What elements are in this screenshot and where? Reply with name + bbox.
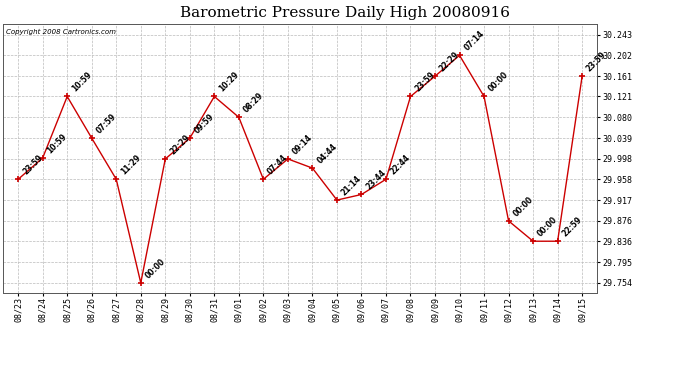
Text: Copyright 2008 Cartronics.com: Copyright 2008 Cartronics.com: [6, 28, 117, 34]
Text: 04:44: 04:44: [315, 142, 339, 165]
Text: 22:59: 22:59: [560, 215, 584, 238]
Text: 07:59: 07:59: [95, 112, 118, 135]
Text: 11:29: 11:29: [119, 153, 142, 177]
Text: 10:59: 10:59: [46, 132, 69, 155]
Text: 22:29: 22:29: [168, 133, 192, 156]
Text: 21:14: 21:14: [339, 174, 363, 197]
Text: 07:14: 07:14: [462, 29, 486, 53]
Text: 09:14: 09:14: [290, 133, 314, 156]
Text: 08:29: 08:29: [241, 91, 265, 114]
Text: 23:59: 23:59: [413, 70, 437, 94]
Text: 22:44: 22:44: [388, 153, 412, 177]
Text: 07:44: 07:44: [266, 153, 290, 177]
Text: 23:44: 23:44: [364, 168, 388, 192]
Text: 22:29: 22:29: [437, 50, 461, 74]
Text: 00:00: 00:00: [511, 195, 535, 218]
Text: 00:00: 00:00: [144, 256, 167, 280]
Text: 23:59: 23:59: [585, 50, 609, 74]
Text: 10:29: 10:29: [217, 70, 241, 94]
Text: 09:59: 09:59: [193, 112, 216, 135]
Text: 00:00: 00:00: [487, 70, 511, 94]
Text: Barometric Pressure Daily High 20080916: Barometric Pressure Daily High 20080916: [180, 6, 510, 20]
Text: 00:00: 00:00: [536, 215, 560, 238]
Text: 10:59: 10:59: [70, 70, 93, 94]
Text: 23:59: 23:59: [21, 153, 44, 177]
